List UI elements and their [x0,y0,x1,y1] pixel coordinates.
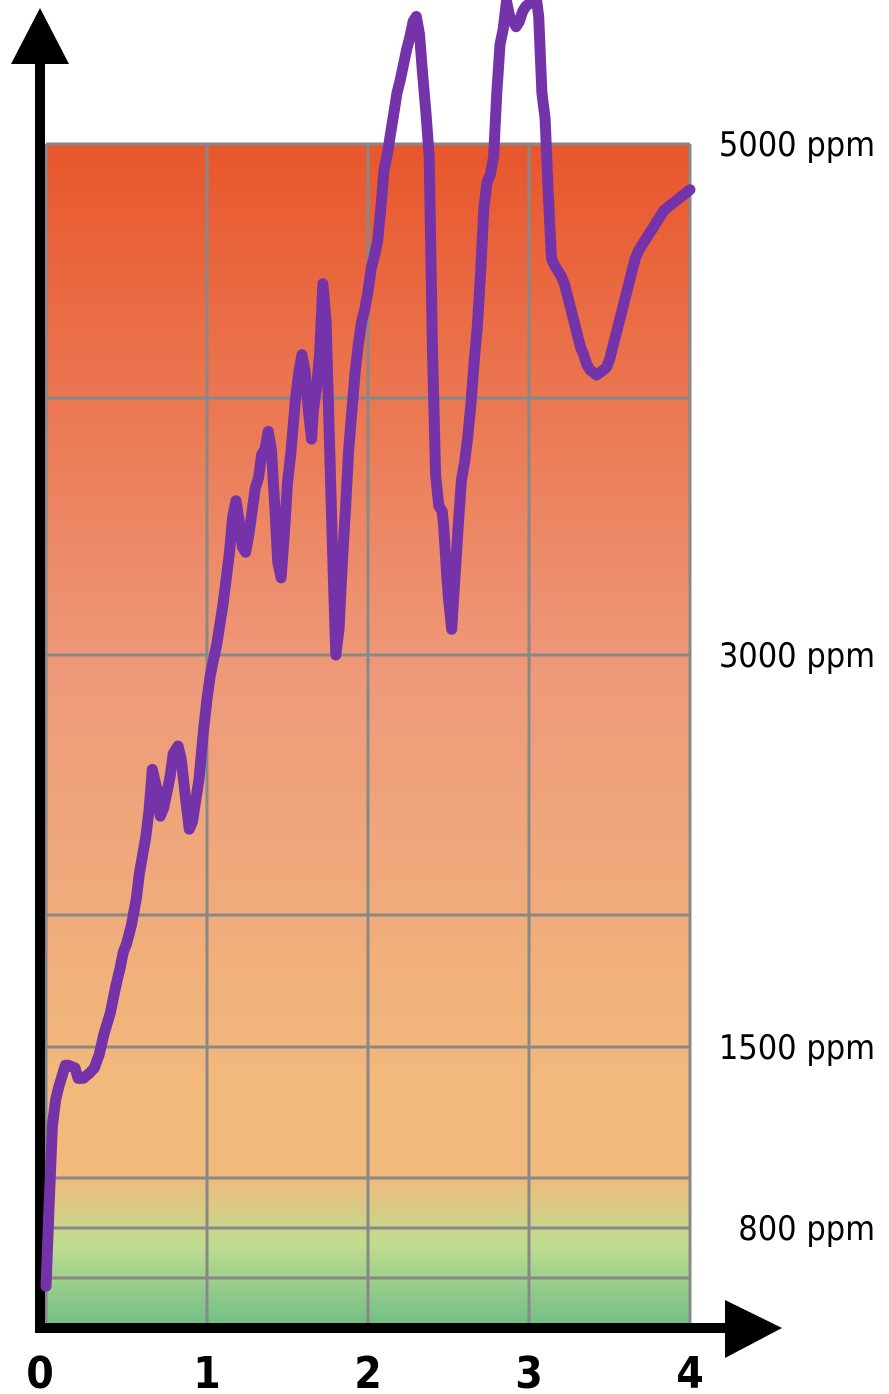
x-axis [37,1300,782,1358]
x-axis-arrow-icon [725,1300,782,1358]
x-tick-label-4: 4 [676,1348,704,1394]
y-axis [11,8,69,1333]
x-tick-label-3: 3 [515,1348,543,1394]
x-tick-labels: 0 1 2 3 4 [26,1348,704,1394]
y-axis-arrow-icon [11,8,69,64]
series-line [40,0,696,1292]
x-tick-label-2: 2 [354,1348,382,1394]
y-tick-labels: 5000 ppm 3000 ppm 1500 ppm 800 ppm [719,125,875,1249]
y-tick-label-5000: 5000 ppm [719,125,875,165]
y-tick-label-800: 800 ppm [738,1209,875,1249]
x-tick-label-0: 0 [26,1348,54,1394]
x-tick-label-1: 1 [193,1348,221,1394]
y-tick-label-3000: 3000 ppm [719,636,875,676]
y-tick-label-1500: 1500 ppm [719,1028,875,1068]
